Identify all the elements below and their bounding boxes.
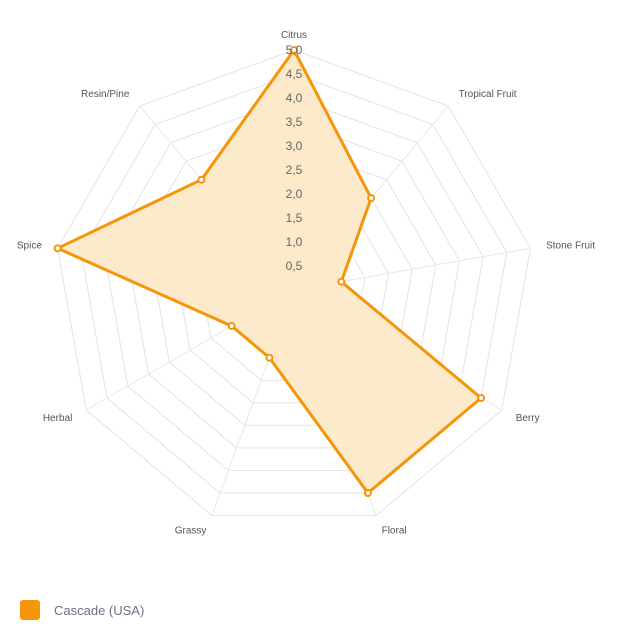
grid-ring [104,97,484,471]
data-point-floral[interactable] [363,489,372,497]
data-point-herbal[interactable] [227,322,236,330]
grid-ring [57,49,531,516]
tick-label: 3,5 [286,115,303,129]
tick-label: 1,5 [286,211,303,225]
legend-swatch[interactable] [20,600,40,620]
axis-label-spice: Spice [17,241,42,252]
radar-chart: 0,5 1,0 1,5 2,0 2,5 3,0 3,5 4,0 4,5 5,0 Citrus Tro… [17,30,595,537]
data-point-resin-pine[interactable] [197,175,206,184]
tick-label: 2,0 [286,187,303,201]
data-point-citrus[interactable] [290,46,298,54]
tick-label: 1,0 [286,235,303,249]
data-point-stone-fruit[interactable] [337,277,346,286]
axis-label-floral: Floral [382,526,407,537]
data-point-spice[interactable] [53,244,62,253]
radar-series [53,46,486,497]
tick-label: 5,0 [286,43,303,57]
axis-label-grassy: Grassy [175,526,207,537]
series-area [56,48,483,495]
legend-label[interactable]: Cascade (USA) [54,602,145,618]
grid-ring [80,73,508,494]
tick-label: 2,5 [286,163,303,177]
data-point-grassy[interactable] [265,353,274,362]
tick-label: 4,5 [286,67,303,81]
data-point-berry[interactable] [477,394,486,402]
tick-label: 3,0 [286,139,303,153]
axis-label-tropical-fruit: Tropical Fruit [459,89,517,100]
tick-label: 0,5 [286,259,303,273]
axis-label-herbal: Herbal [43,413,72,424]
radar-grid [57,49,531,516]
axis-label-resin-pine: Resin/Pine [81,89,130,100]
radar-tick-labels: 0,5 1,0 1,5 2,0 2,5 3,0 3,5 4,0 4,5 5,0 [286,43,303,273]
axis-label-berry: Berry [516,413,540,424]
tick-label: 4,0 [286,91,303,105]
axis-label-citrus: Citrus [281,30,307,41]
legend: Cascade (USA) [20,600,144,620]
data-point-tropical-fruit[interactable] [367,194,376,203]
axis-label-stone-fruit: Stone Fruit [546,241,595,252]
radar-axis-labels: Citrus Tropical Fruit Stone Fruit Berry Flor… [17,30,595,537]
